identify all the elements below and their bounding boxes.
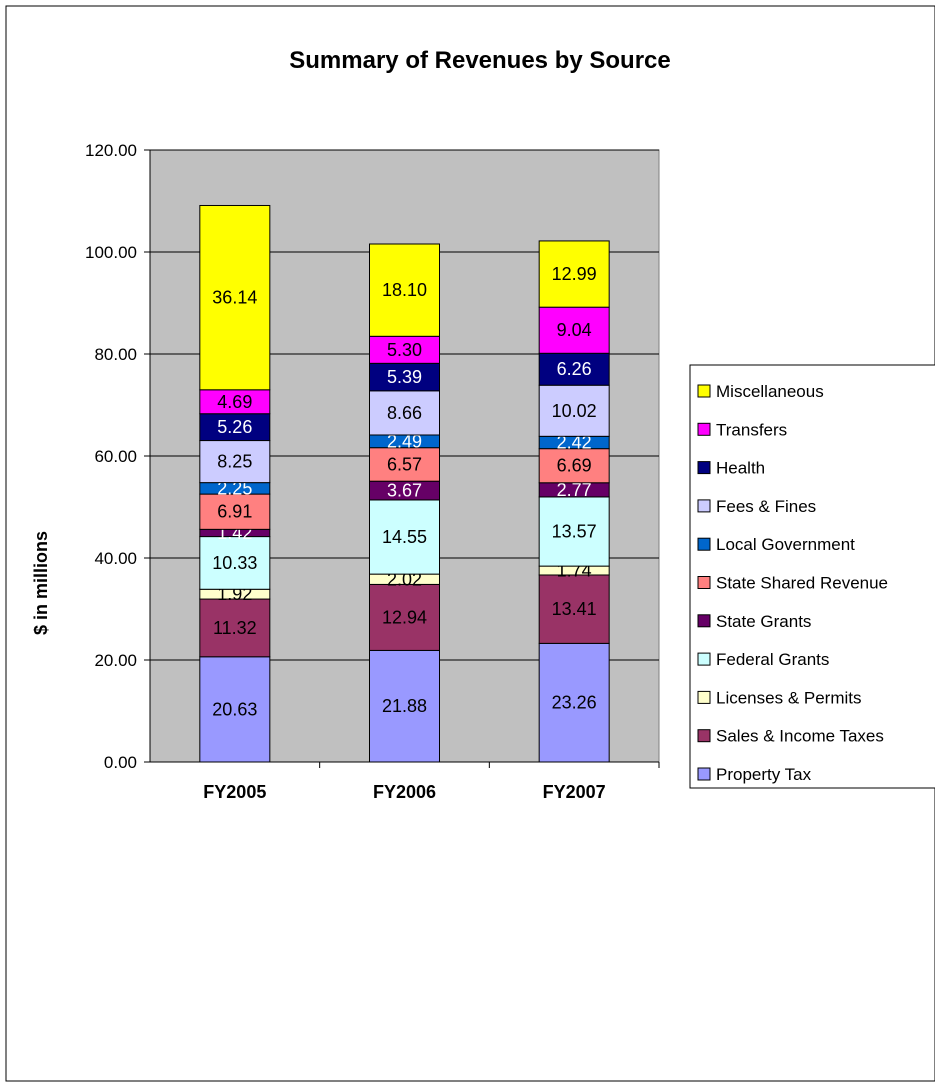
legend-label: Property Tax — [716, 765, 812, 784]
bar-segment — [369, 390, 440, 436]
legend-label: State Grants — [716, 612, 811, 631]
legend-label: Miscellaneous — [716, 382, 824, 401]
data-label: 5.39 — [387, 367, 422, 387]
bar-segment — [369, 362, 440, 392]
data-label: 6.26 — [557, 359, 592, 379]
bar-segment — [199, 413, 271, 442]
legend-swatch — [697, 652, 711, 666]
y-tick-label: 60.00 — [94, 447, 137, 466]
bars: 20.6311.321.9210.331.426.912.258.255.264… — [199, 204, 610, 763]
bar-segment — [369, 649, 440, 763]
data-label: 5.26 — [217, 417, 252, 437]
data-label: 21.88 — [382, 696, 427, 716]
bar-segment — [369, 499, 440, 575]
bar-segment — [199, 440, 271, 484]
bar-segment — [538, 306, 610, 354]
data-label: 6.69 — [557, 456, 592, 476]
data-label: 6.91 — [217, 502, 252, 522]
data-label: 12.94 — [382, 607, 427, 627]
data-label: 11.32 — [213, 618, 257, 638]
legend-label: Fees & Fines — [716, 497, 816, 516]
data-label: 2.49 — [387, 431, 422, 451]
data-label: 10.33 — [212, 553, 257, 573]
axes: 0.00 20.00 40.00 60.00 80.00 100.00 120.00 FY20… — [85, 141, 660, 802]
x-tick-label: FY2006 — [373, 782, 436, 802]
y-tick-label: 0.00 — [104, 753, 137, 772]
y-axis-label: $ in millions — [31, 531, 51, 635]
bar-segment — [538, 240, 610, 308]
data-label: 36.14 — [212, 288, 257, 308]
legend-label: Licenses & Permits — [716, 688, 862, 707]
data-label: 2.25 — [217, 478, 252, 498]
legend-label: Federal Grants — [716, 650, 829, 669]
data-label: 5.30 — [387, 340, 422, 360]
y-tick-label: 120.00 — [85, 141, 137, 160]
data-label: 18.10 — [382, 280, 427, 300]
data-label: 20.63 — [212, 699, 257, 719]
y-tick-label: 40.00 — [94, 549, 137, 568]
legend-swatch — [697, 461, 711, 475]
data-label: 13.41 — [552, 599, 597, 619]
legend-swatch — [697, 499, 711, 513]
chart-title: Summary of Revenues by Source — [289, 47, 670, 74]
legend-swatch — [697, 729, 711, 743]
legend-swatch — [697, 576, 711, 589]
y-tick-label: 20.00 — [94, 651, 137, 670]
legend: Miscellaneous Transfers Health Fees & Fines… — [689, 364, 935, 789]
data-label: 14.55 — [382, 527, 427, 547]
y-tick-label: 80.00 — [94, 345, 137, 364]
bar-segment — [538, 352, 610, 386]
bar-segment — [538, 384, 610, 437]
bar-segment — [538, 574, 610, 644]
legend-swatch — [697, 422, 711, 436]
legend-label: Sales & Income Taxes — [716, 727, 884, 746]
data-label: 23.26 — [552, 693, 597, 713]
bar-segment — [199, 656, 271, 763]
bar-segment — [369, 335, 440, 364]
data-label: 12.99 — [552, 264, 597, 284]
legend-label: State Shared Revenue — [716, 574, 888, 593]
data-label: 8.66 — [387, 403, 422, 423]
bar-segment — [369, 243, 440, 337]
legend-swatch — [697, 767, 711, 781]
legend-box — [689, 364, 935, 789]
bar-segment — [199, 536, 271, 590]
x-tick-label: FY2005 — [203, 782, 266, 802]
bar-segment — [538, 448, 610, 484]
legend-swatch — [697, 537, 711, 551]
y-tick-label: 100.00 — [85, 243, 137, 262]
data-label: 9.04 — [557, 320, 592, 340]
data-label: 10.02 — [552, 401, 597, 421]
data-label: 2.77 — [557, 480, 592, 500]
data-label: 6.57 — [387, 454, 422, 474]
x-tick-label: FY2007 — [543, 782, 606, 802]
bar-segment — [538, 642, 610, 763]
legend-label: Transfers — [716, 420, 787, 439]
bar-segment — [369, 583, 440, 651]
legend-swatch — [697, 690, 711, 704]
bar-segment — [369, 447, 440, 482]
data-label: 4.69 — [217, 392, 252, 412]
data-label: 3.67 — [387, 481, 422, 501]
bar-segment — [199, 204, 271, 391]
legend-swatch — [697, 614, 711, 628]
data-label: 13.57 — [552, 522, 597, 542]
bar-segment — [199, 598, 271, 658]
legend-label: Local Government — [716, 535, 855, 554]
data-label: 8.25 — [217, 452, 252, 472]
data-label: 2.42 — [557, 432, 592, 452]
legend-label: Health — [716, 459, 765, 478]
legend-swatch — [697, 384, 711, 398]
